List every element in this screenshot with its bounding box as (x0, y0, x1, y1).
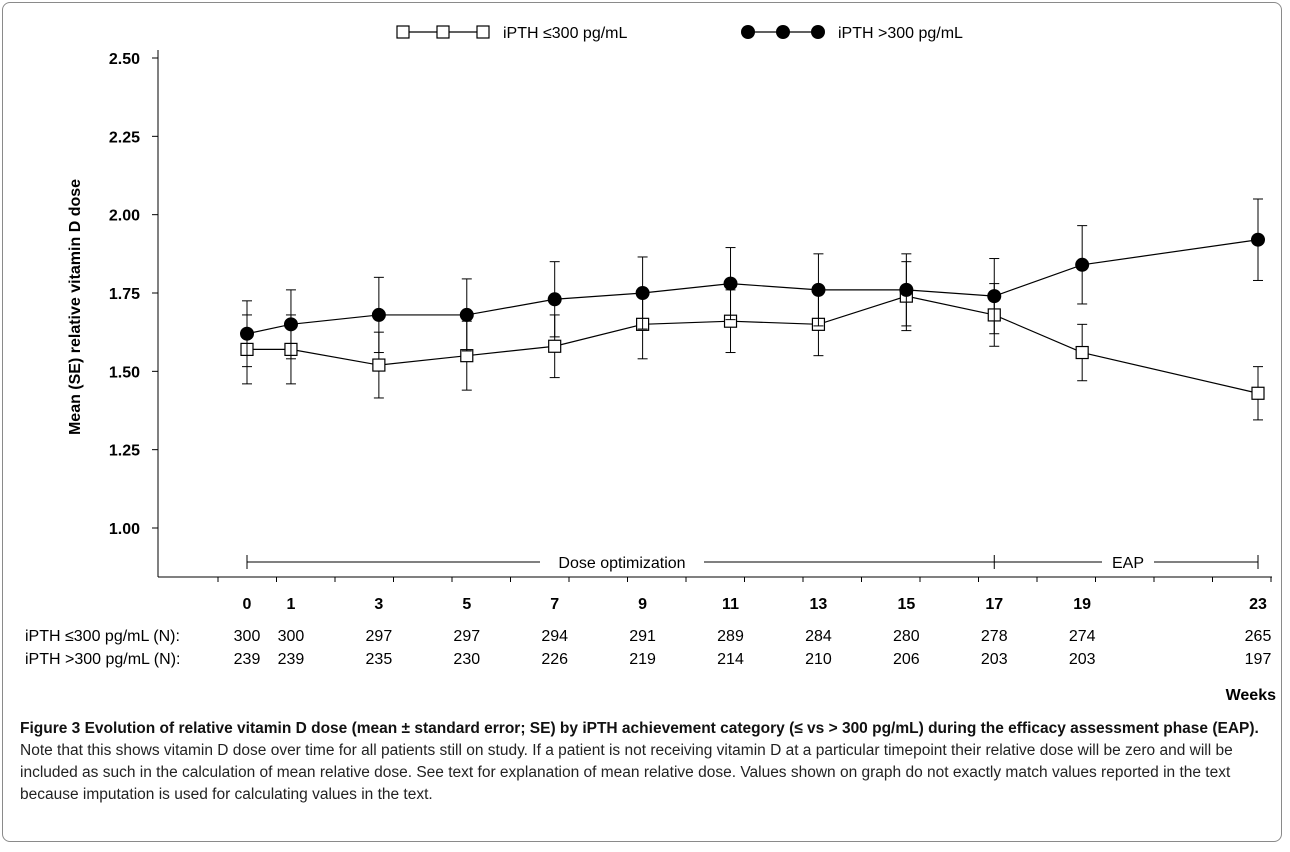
legend-marker-circle (811, 25, 825, 39)
y-tick-label: 1.00 (109, 521, 140, 538)
count-value: 214 (717, 651, 744, 668)
data-point-circle (723, 276, 738, 291)
x-tick-label: 15 (897, 596, 915, 613)
line-chart: 1.00 1.25 1.50 1.75 2.00 2.25 2.50 Mean (SE) re… (25, 25, 1277, 704)
count-value: 274 (1069, 628, 1096, 645)
count-value: 226 (541, 651, 568, 668)
count-value: 230 (453, 651, 480, 668)
data-point-circle (459, 307, 474, 322)
count-value: 300 (234, 628, 261, 645)
phase-label-dose-optimization: Dose optimization (558, 555, 685, 572)
y-tick-label: 1.50 (109, 364, 140, 381)
data-point-circle (371, 307, 386, 322)
legend-label: iPTH >300 pg/mL (838, 25, 963, 42)
x-tick-label: 11 (722, 596, 739, 613)
legend-marker-square (436, 25, 450, 39)
y-tick-label: 2.00 (109, 208, 140, 225)
x-tick-label: 7 (550, 596, 559, 613)
data-point-circle (1075, 257, 1090, 272)
data-point-circle (1251, 232, 1265, 247)
x-axis-label: Weeks (1226, 687, 1277, 704)
count-value: 297 (366, 628, 393, 645)
data-point-square (548, 339, 562, 353)
caption-body: Note that this shows vitamin D dose over… (20, 742, 1233, 803)
data-point-circle (899, 282, 914, 297)
legend-label: iPTH ≤300 pg/mL (503, 25, 627, 42)
count-value: 203 (981, 651, 1008, 668)
count-value: 197 (1245, 651, 1272, 668)
data-point-square (372, 358, 386, 372)
count-value: 297 (453, 628, 480, 645)
figure-caption: Figure 3 Evolution of relative vitamin D… (20, 718, 1275, 806)
y-tick-label: 2.25 (109, 129, 140, 146)
data-point-circle (240, 326, 254, 341)
count-value: 291 (629, 628, 656, 645)
x-tick-label: 9 (638, 596, 647, 613)
data-point-circle (811, 282, 826, 297)
count-value: 239 (234, 651, 261, 668)
legend-marker-square (396, 25, 410, 39)
x-tick-label: 0 (243, 596, 252, 613)
count-value: 219 (629, 651, 656, 668)
x-tick-label: 23 (1249, 596, 1267, 613)
x-tick-label: 5 (462, 596, 471, 613)
data-point-circle (283, 317, 298, 332)
count-value: 278 (981, 628, 1008, 645)
y-tick-label: 1.25 (109, 443, 140, 460)
count-value: 289 (717, 628, 744, 645)
phase-label-eap: EAP (1112, 555, 1144, 572)
count-value: 203 (1069, 651, 1096, 668)
count-value: 239 (278, 651, 305, 668)
caption-title: Figure 3 Evolution of relative vitamin D… (20, 720, 1259, 737)
count-value: 284 (805, 628, 832, 645)
x-tick-label: 17 (985, 596, 1003, 613)
y-axis-label: Mean (SE) relative vitamin D dose (67, 179, 84, 435)
data-point-circle (547, 292, 562, 307)
count-row-label: iPTH ≤300 pg/mL (N): (25, 628, 180, 645)
count-value: 280 (893, 628, 920, 645)
x-tick-label: 13 (810, 596, 828, 613)
legend-marker-circle (776, 25, 790, 39)
legend-marker-circle (741, 25, 755, 39)
count-value: 300 (278, 628, 305, 645)
count-row-label: iPTH >300 pg/mL (N): (25, 651, 180, 668)
data-point-circle (987, 289, 1002, 304)
y-tick-label: 2.50 (109, 51, 140, 68)
series-line (246, 239, 1259, 335)
count-value: 206 (893, 651, 920, 668)
x-tick-label: 3 (374, 596, 383, 613)
data-point-circle (635, 286, 650, 300)
count-value: 294 (541, 628, 568, 645)
figure-frame (2, 2, 1282, 842)
series-line (247, 295, 1259, 394)
count-value: 210 (805, 651, 832, 668)
x-tick-label: 1 (287, 596, 296, 613)
legend-marker-square (476, 25, 490, 39)
count-value: 235 (366, 651, 393, 668)
count-value: 265 (1245, 628, 1272, 645)
x-tick-label: 19 (1073, 596, 1091, 613)
y-tick-label: 1.75 (109, 286, 140, 303)
data-point-square (1075, 345, 1089, 360)
data-point-square (1251, 386, 1265, 400)
